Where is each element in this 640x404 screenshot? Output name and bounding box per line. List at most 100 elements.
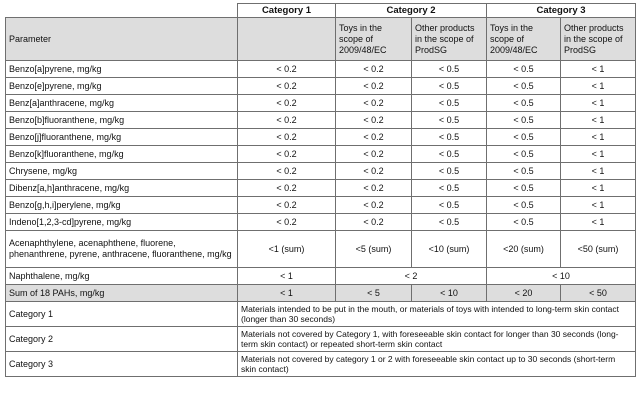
- definition-row: Category 1 Materials intended to be put …: [5, 301, 637, 327]
- corner-cell: [5, 3, 238, 18]
- cat3-other-value: < 1: [560, 162, 637, 180]
- table-row: Benzo[g,h,i]perylene, mg/kg < 0.2 < 0.2 …: [5, 196, 637, 214]
- cat2-toys-value: < 0.2: [335, 128, 412, 146]
- cat3-other-value: < 50: [560, 284, 637, 302]
- table-row: Benzo[e]pyrene, mg/kg < 0.2 < 0.2 < 0.5 …: [5, 77, 637, 95]
- cat3-other-value: < 1: [560, 94, 637, 112]
- parameter-name: Naphthalene, mg/kg: [5, 267, 238, 285]
- cat1-value: < 0.2: [237, 128, 336, 146]
- cat3-toys-value: < 0.5: [486, 179, 562, 197]
- cat1-value: < 0.2: [237, 162, 336, 180]
- cat2-other-value: < 0.5: [410, 94, 488, 112]
- cat3-toys-value: < 20: [486, 284, 562, 302]
- cat2-toys-value: < 5: [335, 284, 412, 302]
- table-row: Benzo[b]fluoranthene, mg/kg < 0.2 < 0.2 …: [5, 111, 637, 129]
- cat2-toys-value: < 0.2: [335, 145, 412, 163]
- parameter-name: Benzo[a]pyrene, mg/kg: [5, 60, 238, 78]
- definition-text: Materials intended to be put in the mout…: [236, 301, 637, 327]
- cat3-toys-value: < 0.5: [486, 213, 562, 231]
- parameter-name: Benzo[g,h,i]perylene, mg/kg: [5, 196, 238, 214]
- cat3-other-value: < 1: [560, 111, 637, 129]
- cat3-other-value: < 1: [560, 128, 637, 146]
- cat3-value: < 10: [486, 267, 637, 285]
- cat2-other-value: < 0.5: [410, 60, 488, 78]
- cat3-other-subheader: Other products in the scope of ProdSG: [560, 17, 637, 61]
- cat2-toys-value: < 0.2: [335, 162, 412, 180]
- cat2-value: < 2: [334, 267, 488, 285]
- cat2-toys-value: <5 (sum): [335, 230, 412, 268]
- definition-text: Materials not covered by category 1 or 2…: [236, 351, 637, 377]
- cat3-other-value: < 1: [560, 60, 637, 78]
- definition-row: Category 3 Materials not covered by cate…: [5, 351, 637, 377]
- category-1-subheader: [237, 17, 336, 61]
- category-header-row: Category 1 Category 2 Category 3: [5, 3, 637, 18]
- cat2-toys-value: < 0.2: [335, 196, 412, 214]
- subheader-row: Parameter Toys in the scope of 2009/48/E…: [5, 17, 637, 61]
- cat2-other-value: < 0.5: [410, 196, 488, 214]
- cat3-toys-value: < 0.5: [486, 162, 562, 180]
- cat1-value: < 0.2: [237, 94, 336, 112]
- table-row: Dibenz[a,h]anthracene, mg/kg < 0.2 < 0.2…: [5, 179, 637, 197]
- category-2-header: Category 2: [334, 3, 488, 18]
- cat2-toys-value: < 0.2: [335, 60, 412, 78]
- cat1-value: < 0.2: [237, 60, 336, 78]
- definition-label: Category 1: [5, 301, 238, 327]
- cat2-other-value: <10 (sum): [410, 230, 488, 268]
- cat1-value: < 0.2: [237, 145, 336, 163]
- cat2-toys-value: < 0.2: [335, 111, 412, 129]
- cat2-toys-value: < 0.2: [335, 213, 412, 231]
- parameter-name: Benzo[e]pyrene, mg/kg: [5, 77, 238, 95]
- cat3-other-value: < 1: [560, 196, 637, 214]
- naphthalene-row: Naphthalene, mg/kg < 1 < 2 < 10: [5, 267, 637, 285]
- cat2-other-value: < 0.5: [410, 213, 488, 231]
- cat3-other-value: < 1: [560, 145, 637, 163]
- cat3-other-value: < 1: [560, 179, 637, 197]
- table-row: Chrysene, mg/kg < 0.2 < 0.2 < 0.5 < 0.5 …: [5, 162, 637, 180]
- cat3-toys-value: < 0.5: [486, 145, 562, 163]
- parameter-name: Benzo[j]fluoranthene, mg/kg: [5, 128, 238, 146]
- parameter-name: Benz[a]anthracene, mg/kg: [5, 94, 238, 112]
- parameter-name: Sum of 18 PAHs, mg/kg: [5, 284, 238, 302]
- table-row: Benzo[a]pyrene, mg/kg < 0.2 < 0.2 < 0.5 …: [5, 60, 637, 78]
- grouped-pah-row: Acenaphthylene, acenaphthene, fluorene, …: [5, 230, 637, 268]
- cat3-toys-value: < 0.5: [486, 60, 562, 78]
- cat3-toys-value: < 0.5: [486, 128, 562, 146]
- cat2-toys-value: < 0.2: [335, 94, 412, 112]
- cat2-other-value: < 0.5: [410, 179, 488, 197]
- cat3-toys-value: <20 (sum): [486, 230, 562, 268]
- cat2-other-value: < 0.5: [410, 145, 488, 163]
- table-row: Benz[a]anthracene, mg/kg < 0.2 < 0.2 < 0…: [5, 94, 637, 112]
- cat2-toys-value: < 0.2: [335, 179, 412, 197]
- table-row: Indeno[1,2,3-cd]pyrene, mg/kg < 0.2 < 0.…: [5, 213, 637, 231]
- cat2-other-subheader: Other products in the scope of ProdSG: [410, 17, 488, 61]
- cat1-value: < 0.2: [237, 196, 336, 214]
- cat1-value: < 1: [237, 284, 336, 302]
- parameter-name: Chrysene, mg/kg: [5, 162, 238, 180]
- cat3-toys-subheader: Toys in the scope of 2009/48/EC: [486, 17, 562, 61]
- definition-label: Category 2: [5, 326, 238, 352]
- cat1-value: < 0.2: [237, 179, 336, 197]
- cat1-value: < 0.2: [237, 213, 336, 231]
- cat3-toys-value: < 0.5: [486, 94, 562, 112]
- cat3-toys-value: < 0.5: [486, 77, 562, 95]
- pah-limits-table: Category 1 Category 2 Category 3 Paramet…: [5, 3, 637, 377]
- cat3-other-value: < 1: [560, 77, 637, 95]
- cat3-other-value: <50 (sum): [560, 230, 637, 268]
- cat2-other-value: < 0.5: [410, 128, 488, 146]
- cat2-other-value: < 10: [410, 284, 488, 302]
- definition-label: Category 3: [5, 351, 238, 377]
- cat2-other-value: < 0.5: [410, 162, 488, 180]
- cat1-value: < 1: [237, 267, 336, 285]
- parameter-name: Benzo[k]fluoranthene, mg/kg: [5, 145, 238, 163]
- cat1-value: <1 (sum): [237, 230, 336, 268]
- parameter-name: Indeno[1,2,3-cd]pyrene, mg/kg: [5, 213, 238, 231]
- parameter-header: Parameter: [5, 17, 238, 61]
- cat2-toys-value: < 0.2: [335, 77, 412, 95]
- category-3-header: Category 3: [486, 3, 637, 18]
- cat1-value: < 0.2: [237, 77, 336, 95]
- cat1-value: < 0.2: [237, 111, 336, 129]
- sum-row: Sum of 18 PAHs, mg/kg < 1 < 5 < 10 < 20 …: [5, 284, 637, 302]
- cat3-toys-value: < 0.5: [486, 111, 562, 129]
- category-1-header: Category 1: [237, 3, 336, 18]
- definition-row: Category 2 Materials not covered by Cate…: [5, 326, 637, 352]
